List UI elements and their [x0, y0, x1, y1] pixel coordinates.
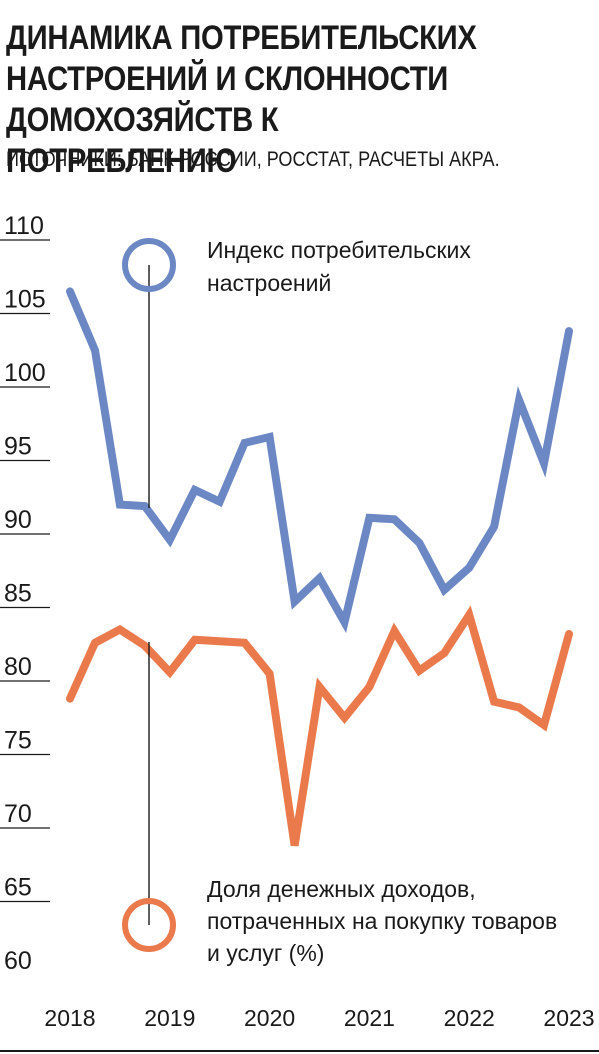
sentiment-index-line: [66, 287, 573, 634]
sentiment-legend-marker: [122, 238, 176, 292]
x-tick-label: 2019: [144, 1005, 195, 1031]
spending-share-line: [66, 605, 573, 847]
spending-legend-marker: [122, 898, 176, 952]
series-labels: Индекс потребительских настроений Доля ден…: [122, 237, 557, 966]
spending-series-label-line: и услуг (%): [207, 940, 324, 966]
sentiment-series-label-line: Индекс потребительских: [207, 237, 471, 263]
spending-series-label-line: Доля денежных доходов,: [207, 876, 476, 902]
sentiment-series-label-line: настроений: [207, 270, 331, 296]
y-tick-label: 110: [4, 212, 44, 240]
spending-series-label-line: потраченных на покупку товаров: [207, 908, 557, 934]
chart-title: ДИНАМИКА ПОТРЕБИТЕЛЬСКИХ НАСТРОЕНИЙ И СК…: [6, 19, 477, 180]
x-tick-label: 2018: [44, 1005, 95, 1031]
plot-area: [66, 287, 573, 847]
y-tick-label: 100: [4, 359, 46, 387]
y-tick-label: 80: [4, 653, 32, 681]
y-tick-label: 95: [4, 433, 32, 461]
y-tick-label: 85: [4, 580, 32, 608]
x-tick-label: 2022: [444, 1005, 495, 1031]
x-tick-label: 2020: [244, 1005, 295, 1031]
x-tick-label: 2023: [543, 1005, 594, 1031]
y-tick-label: 75: [4, 727, 32, 755]
sentiment-series-label: Индекс потребительских настроений: [207, 237, 471, 296]
x-axis: 2018 2019 2020 2021 2022 2023: [0, 1005, 599, 1052]
y-tick-label: 105: [4, 286, 46, 314]
x-tick-label: 2021: [344, 1005, 395, 1031]
spending-series-label: Доля денежных доходов, потраченных на пок…: [207, 876, 557, 966]
y-tick-label: 60: [4, 947, 32, 975]
y-tick-label: 70: [4, 800, 32, 828]
y-tick-label: 90: [4, 506, 32, 534]
y-tick-label: 65: [4, 874, 32, 902]
chart-subtitle: ИСТОЧНИКИ: БАНК РОССИИ, РОССТАТ, РАСЧЕТЫ…: [6, 148, 500, 171]
y-axis: 110 105 100 95 90 85 80 75 70 65 60: [0, 212, 50, 975]
